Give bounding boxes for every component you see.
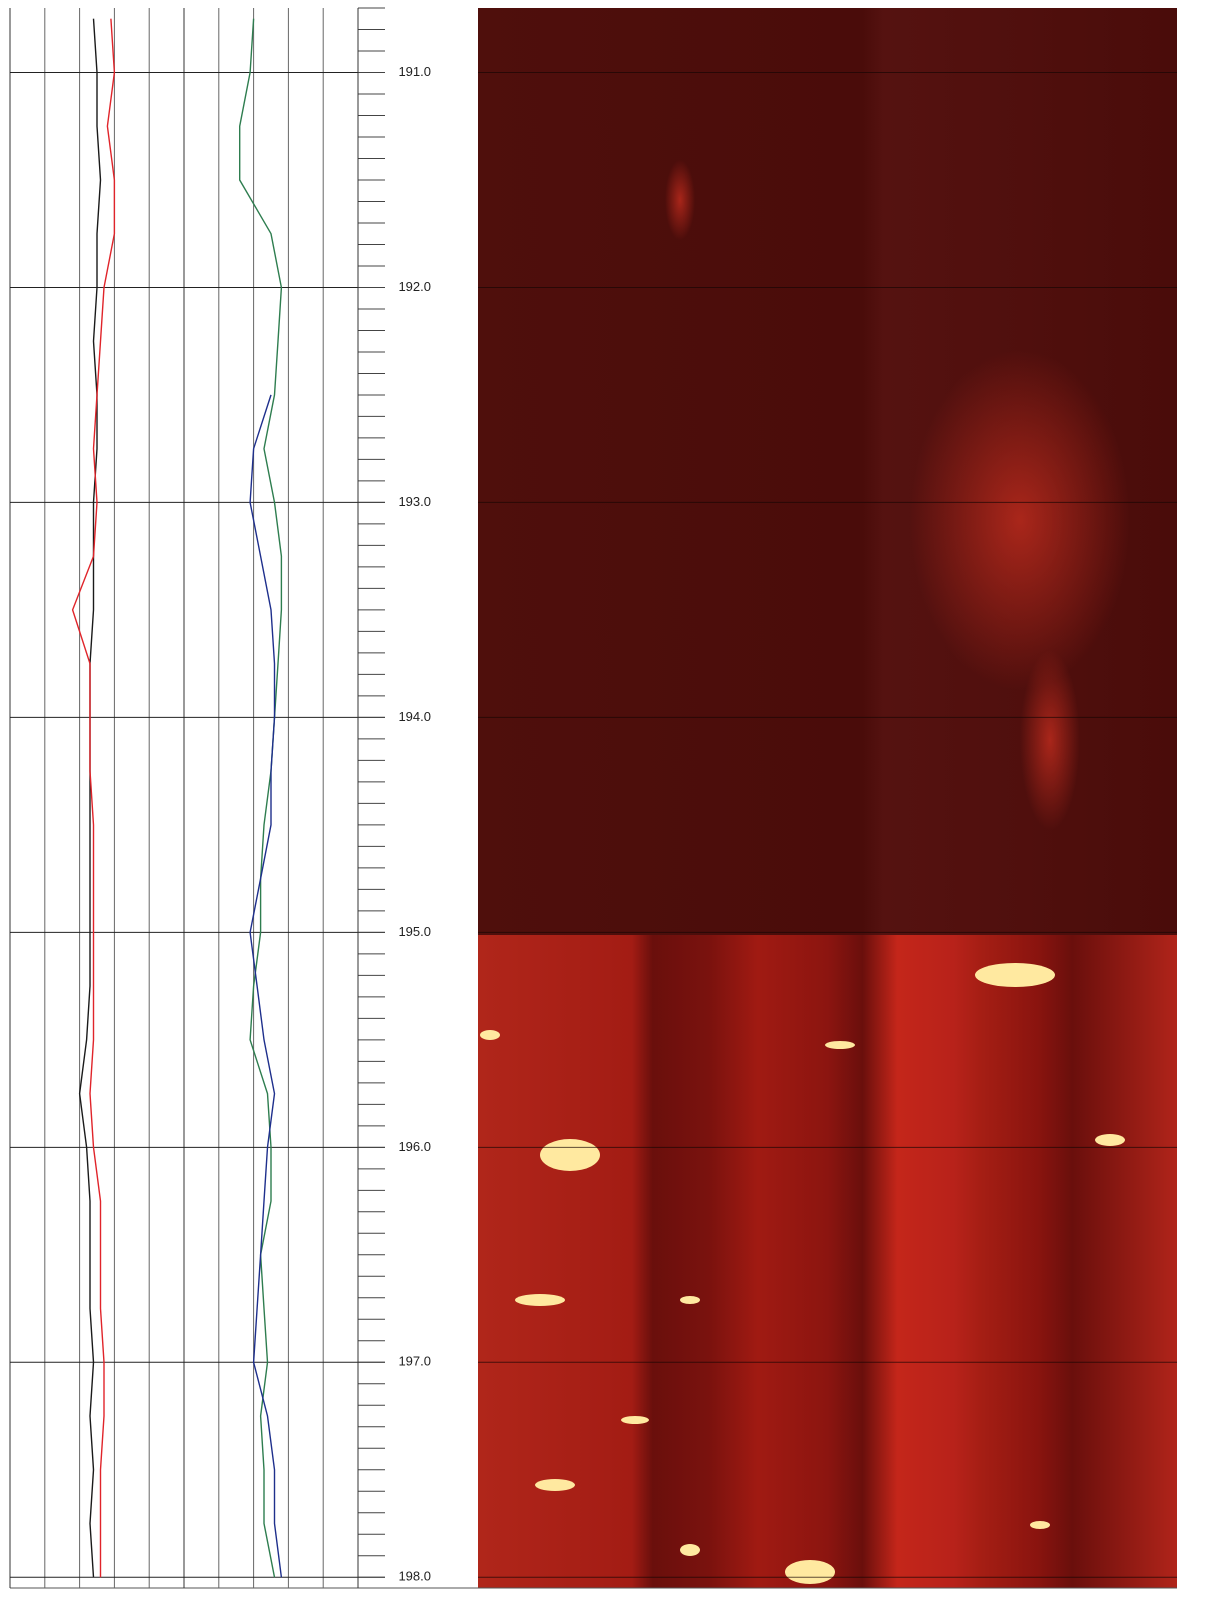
image-lower bbox=[478, 935, 1177, 1588]
image-feature bbox=[910, 350, 1130, 690]
depth-label: 191.0 bbox=[398, 64, 431, 79]
image-feature bbox=[1020, 650, 1080, 830]
image-track bbox=[478, 8, 1177, 1588]
log-curve bbox=[78, 18, 102, 1578]
depth-label: 193.0 bbox=[398, 494, 431, 509]
depth-label: 197.0 bbox=[398, 1354, 431, 1369]
depth-label: 195.0 bbox=[398, 924, 431, 939]
image-feature bbox=[665, 160, 695, 240]
image-spots bbox=[480, 963, 1125, 1584]
depth-label: 198.0 bbox=[398, 1569, 431, 1584]
depth-label: 194.0 bbox=[398, 709, 431, 724]
log-curve bbox=[249, 394, 283, 1578]
log-curve bbox=[71, 18, 116, 1578]
depth-label: 196.0 bbox=[398, 1139, 431, 1154]
depth-label: 192.0 bbox=[398, 279, 431, 294]
log-curve bbox=[239, 18, 283, 1578]
